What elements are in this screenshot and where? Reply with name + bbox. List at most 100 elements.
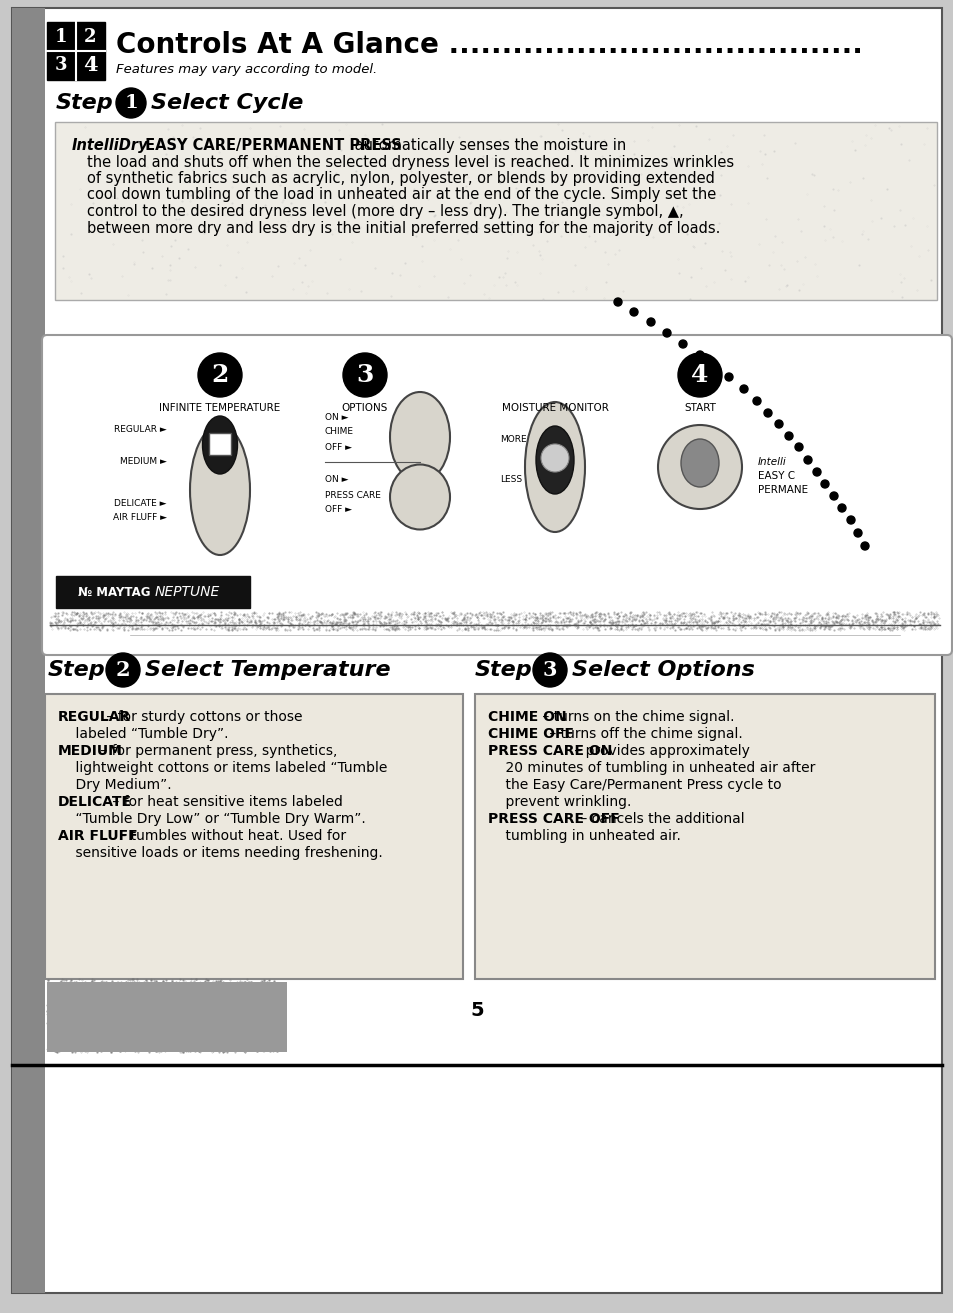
Circle shape bbox=[821, 481, 828, 488]
Text: 2: 2 bbox=[212, 362, 229, 387]
Text: REGULAR: REGULAR bbox=[58, 710, 132, 723]
Circle shape bbox=[614, 298, 621, 306]
Circle shape bbox=[679, 340, 686, 348]
Text: automatically senses the moisture in: automatically senses the moisture in bbox=[350, 138, 625, 154]
Circle shape bbox=[784, 432, 792, 440]
Text: Select Cycle: Select Cycle bbox=[151, 93, 303, 113]
Circle shape bbox=[106, 653, 140, 687]
FancyBboxPatch shape bbox=[42, 335, 951, 655]
Circle shape bbox=[709, 362, 718, 370]
Text: 2: 2 bbox=[115, 660, 131, 680]
Text: PRESS CARE: PRESS CARE bbox=[325, 491, 380, 499]
Text: IntelliDry: IntelliDry bbox=[71, 138, 149, 154]
Circle shape bbox=[696, 351, 703, 358]
Text: CHIME: CHIME bbox=[325, 428, 354, 436]
Ellipse shape bbox=[190, 425, 250, 555]
Text: cool down tumbling of the load in unheated air at the end of the cycle. Simply s: cool down tumbling of the load in unheat… bbox=[87, 188, 716, 202]
Text: 20 minutes of tumbling in unheated air after: 20 minutes of tumbling in unheated air a… bbox=[488, 762, 815, 775]
Circle shape bbox=[829, 492, 837, 500]
FancyBboxPatch shape bbox=[56, 576, 250, 608]
Text: MOISTURE MONITOR: MOISTURE MONITOR bbox=[501, 403, 608, 414]
Circle shape bbox=[763, 410, 771, 418]
FancyBboxPatch shape bbox=[12, 1064, 45, 1293]
Text: – for heat sensitive items labeled: – for heat sensitive items labeled bbox=[109, 794, 343, 809]
Text: Features may vary according to model.: Features may vary according to model. bbox=[116, 63, 376, 76]
Text: PRESS CARE ON: PRESS CARE ON bbox=[488, 744, 612, 758]
Text: CHIME OFF: CHIME OFF bbox=[488, 727, 574, 741]
Text: PERMANE: PERMANE bbox=[758, 484, 807, 495]
Text: the Easy Care/Permanent Press cycle to: the Easy Care/Permanent Press cycle to bbox=[488, 779, 781, 792]
Circle shape bbox=[662, 330, 670, 337]
Circle shape bbox=[853, 529, 862, 537]
Ellipse shape bbox=[390, 465, 450, 529]
Text: – provides approximately: – provides approximately bbox=[569, 744, 749, 758]
Text: PRESS CARE OFF: PRESS CARE OFF bbox=[488, 811, 619, 826]
Text: INFINITE TEMPERATURE: INFINITE TEMPERATURE bbox=[159, 403, 280, 414]
Text: Dry Medium”.: Dry Medium”. bbox=[58, 779, 172, 792]
Text: MEDIUM: MEDIUM bbox=[58, 744, 123, 758]
Circle shape bbox=[629, 309, 638, 316]
Text: Select Temperature: Select Temperature bbox=[145, 660, 390, 680]
FancyBboxPatch shape bbox=[209, 433, 231, 456]
Text: № MAYTAG: № MAYTAG bbox=[78, 586, 151, 599]
FancyBboxPatch shape bbox=[55, 122, 936, 299]
Text: START: START bbox=[683, 403, 715, 414]
Text: 3: 3 bbox=[542, 660, 557, 680]
Text: ON ►: ON ► bbox=[325, 414, 348, 423]
Text: MEDIUM ►: MEDIUM ► bbox=[120, 457, 167, 466]
Text: the load and shuts off when the selected dryness level is reached. It minimizes : the load and shuts off when the selected… bbox=[87, 155, 734, 169]
Text: MORE: MORE bbox=[499, 436, 526, 445]
Text: 2: 2 bbox=[84, 28, 96, 46]
Text: OPTIONS: OPTIONS bbox=[341, 403, 388, 414]
Text: 5: 5 bbox=[470, 1001, 483, 1019]
Text: – cancels the additional: – cancels the additional bbox=[576, 811, 744, 826]
FancyBboxPatch shape bbox=[45, 695, 462, 979]
Text: control to the desired dryness level (more dry – less dry). The triangle symbol,: control to the desired dryness level (mo… bbox=[87, 204, 683, 219]
Circle shape bbox=[724, 373, 732, 381]
Text: sensitive loads or items needing freshening.: sensitive loads or items needing freshen… bbox=[58, 846, 382, 860]
Text: 3: 3 bbox=[355, 362, 374, 387]
Text: NEPTUNE: NEPTUNE bbox=[154, 586, 220, 599]
Ellipse shape bbox=[680, 439, 719, 487]
Text: lightweight cottons or items labeled “Tumble: lightweight cottons or items labeled “Tu… bbox=[58, 762, 387, 775]
Text: AIR FLUFF: AIR FLUFF bbox=[58, 829, 137, 843]
Ellipse shape bbox=[536, 425, 574, 494]
Text: – turns on the chime signal.: – turns on the chime signal. bbox=[537, 710, 734, 723]
Text: DELICATE ►: DELICATE ► bbox=[114, 499, 167, 508]
Circle shape bbox=[658, 425, 741, 509]
Circle shape bbox=[752, 397, 760, 404]
Circle shape bbox=[740, 385, 747, 393]
Text: 1: 1 bbox=[54, 28, 67, 46]
FancyBboxPatch shape bbox=[47, 22, 105, 80]
Text: OFF ►: OFF ► bbox=[325, 506, 352, 515]
Text: OFF ►: OFF ► bbox=[325, 442, 352, 452]
Circle shape bbox=[803, 456, 811, 463]
Text: Step: Step bbox=[55, 93, 112, 113]
Text: Step: Step bbox=[48, 660, 105, 680]
Text: 4: 4 bbox=[691, 362, 708, 387]
Circle shape bbox=[540, 444, 568, 471]
Text: EASY C: EASY C bbox=[758, 471, 794, 481]
Text: AIR FLUFF ►: AIR FLUFF ► bbox=[112, 512, 167, 521]
Circle shape bbox=[846, 516, 854, 524]
Text: – for sturdy cottons or those: – for sturdy cottons or those bbox=[102, 710, 302, 723]
Text: Select Options: Select Options bbox=[572, 660, 754, 680]
Text: ON ►: ON ► bbox=[325, 475, 348, 484]
Circle shape bbox=[116, 88, 146, 118]
Text: LESS: LESS bbox=[499, 475, 521, 484]
Circle shape bbox=[794, 442, 802, 450]
Text: tumbling in unheated air.: tumbling in unheated air. bbox=[488, 829, 680, 843]
FancyBboxPatch shape bbox=[47, 982, 287, 1052]
Circle shape bbox=[861, 542, 868, 550]
Ellipse shape bbox=[202, 416, 237, 474]
Text: labeled “Tumble Dry”.: labeled “Tumble Dry”. bbox=[58, 727, 229, 741]
Text: 3: 3 bbox=[54, 56, 67, 74]
Text: Controls At A Glance .......................................: Controls At A Glance ...................… bbox=[116, 32, 862, 59]
Circle shape bbox=[343, 353, 387, 397]
Ellipse shape bbox=[524, 402, 584, 532]
FancyBboxPatch shape bbox=[12, 8, 941, 1293]
Circle shape bbox=[774, 420, 782, 428]
Text: of synthetic fabrics such as acrylic, nylon, polyester, or blends by providing e: of synthetic fabrics such as acrylic, ny… bbox=[87, 171, 714, 186]
Circle shape bbox=[837, 504, 845, 512]
Text: Step: Step bbox=[474, 660, 532, 680]
